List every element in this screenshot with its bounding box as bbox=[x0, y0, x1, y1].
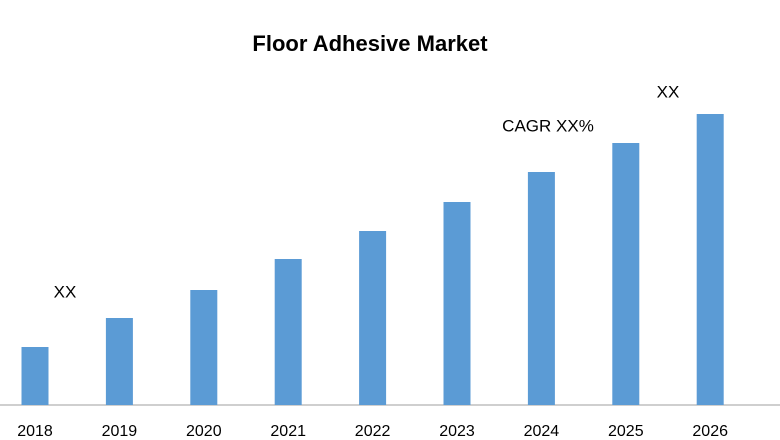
annotation: XX bbox=[54, 282, 77, 301]
bar bbox=[359, 231, 387, 405]
x-tick-label: 2026 bbox=[692, 423, 728, 440]
x-tick-label: 2022 bbox=[355, 423, 391, 440]
bar bbox=[527, 172, 555, 405]
bar bbox=[21, 347, 49, 405]
x-tick-label: 2021 bbox=[270, 423, 306, 440]
bar bbox=[190, 290, 218, 405]
x-tick-label: 2024 bbox=[524, 423, 560, 440]
chart-title: Floor Adhesive Market bbox=[252, 31, 488, 56]
bar bbox=[105, 318, 133, 405]
x-tick-label: 2025 bbox=[608, 423, 644, 440]
x-tick-label: 2019 bbox=[102, 423, 138, 440]
x-tick-label: 2018 bbox=[17, 423, 53, 440]
annotation: CAGR XX% bbox=[502, 116, 594, 135]
x-tick-label: 2020 bbox=[186, 423, 222, 440]
bar bbox=[696, 114, 724, 405]
annotation: XX bbox=[657, 82, 680, 101]
x-tick-label: 2023 bbox=[439, 423, 475, 440]
bar bbox=[443, 202, 471, 405]
bar bbox=[274, 259, 302, 405]
bar bbox=[612, 143, 640, 405]
